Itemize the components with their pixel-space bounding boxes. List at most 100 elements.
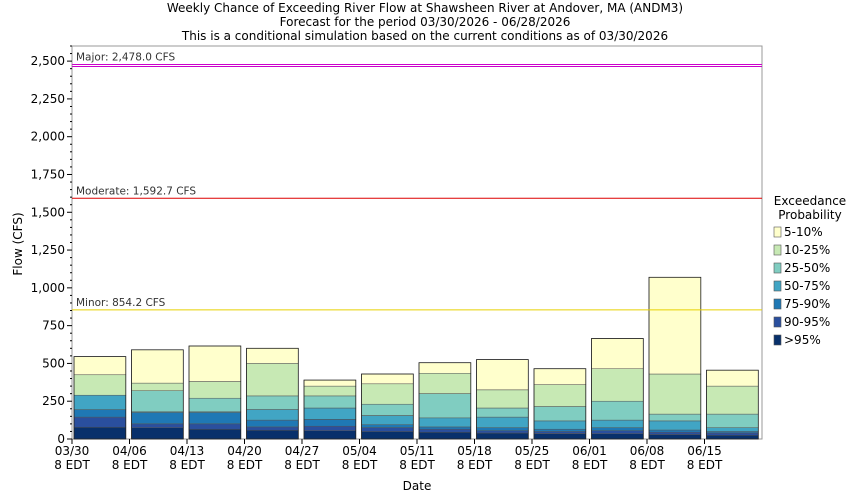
x-tick-sublabel: 8 EDT <box>112 458 148 472</box>
plot-area <box>71 45 763 440</box>
bar-segment <box>533 406 587 422</box>
bar-segment <box>303 419 357 427</box>
bar-segment <box>188 412 242 425</box>
bar-segment <box>361 373 414 385</box>
bar-segment <box>361 403 414 416</box>
bar-outline <box>361 373 414 440</box>
bar-segment <box>246 426 299 431</box>
y-tick-label: 2,250 <box>31 92 65 106</box>
bar-segment <box>533 420 587 430</box>
bar-segment <box>303 407 357 420</box>
y-tick-label: 1,000 <box>31 281 65 295</box>
legend-swatch <box>773 298 782 310</box>
legend-label: 5-10% <box>784 225 823 239</box>
bar-segment <box>73 426 127 440</box>
bar-segment <box>706 413 759 428</box>
bar-segment <box>188 381 242 399</box>
bar-segment <box>648 434 702 440</box>
bar-segment <box>246 429 299 440</box>
x-tick-sublabel: 8 EDT <box>687 458 723 472</box>
legend-label: 90-95% <box>784 315 830 329</box>
x-tick-sublabel: 8 EDT <box>342 458 378 472</box>
bar-segment <box>418 428 472 433</box>
bar-segment <box>131 349 184 384</box>
bar-segment <box>361 431 414 440</box>
bar-segment <box>188 428 242 440</box>
y-tick-label: 500 <box>42 356 65 370</box>
x-axis-title: Date <box>403 479 432 493</box>
bar-segment <box>246 419 299 428</box>
x-tick-label: 04/27 <box>285 444 320 458</box>
bar-segment <box>706 385 759 415</box>
legend-label: 25-50% <box>784 261 830 275</box>
x-tick-label: 06/01 <box>572 444 607 458</box>
bar-outline <box>706 369 759 440</box>
y-tick-label: 0 <box>57 432 65 446</box>
threshold-label: Major: 2,478.0 CFS <box>76 51 175 63</box>
y-axis-title: Flow (CFS) <box>11 212 25 275</box>
legend-title-line-1: Exceedance <box>774 194 846 208</box>
chart-title: Weekly Chance of Exceeding River Flow at… <box>167 1 683 15</box>
y-tick-label: 1,500 <box>31 205 65 219</box>
bar-segment <box>591 400 644 421</box>
bar-segment <box>73 356 127 375</box>
bar-segment <box>188 423 242 430</box>
legend-swatch <box>773 226 782 238</box>
bar-outline <box>476 359 529 440</box>
y-tick-label: 250 <box>42 394 65 408</box>
threshold-lines: Major: 2,478.0 CFS Moderate: 1,592.7 CFS M… <box>72 51 762 311</box>
bar-segment <box>706 427 759 432</box>
bar-segment <box>418 426 472 430</box>
threshold-label: Moderate: 1,592.7 CFS <box>76 185 196 197</box>
x-tick-sublabel: 8 EDT <box>284 458 320 472</box>
legend-swatch <box>773 244 782 256</box>
bar-segment <box>648 373 702 415</box>
bar-segment <box>706 432 759 436</box>
bar-segment <box>418 431 472 440</box>
bar-segment <box>361 415 414 425</box>
bar-segment <box>188 345 242 382</box>
x-tick-label: 05/25 <box>515 444 550 458</box>
bar-segment <box>476 430 529 434</box>
x-tick-sublabel: 8 EDT <box>54 458 90 472</box>
x-tick-label: 05/11 <box>400 444 435 458</box>
bar-outline <box>246 347 299 440</box>
legend-swatch <box>773 334 782 346</box>
bar-outline <box>303 379 357 440</box>
x-tick-sublabel: 8 EDT <box>572 458 608 472</box>
x-tick-label: 03/30 <box>55 444 90 458</box>
bar-segment <box>533 428 587 432</box>
bar-segment <box>418 362 472 374</box>
bar-segment <box>476 359 529 391</box>
bar-segment <box>706 434 759 440</box>
legend-label: 50-75% <box>784 279 830 293</box>
bar-segment <box>706 369 759 387</box>
bar-segment <box>533 368 587 385</box>
bar-segment <box>476 389 529 409</box>
bar-segment <box>418 372 472 394</box>
bar-segment <box>476 416 529 428</box>
x-tick-sublabel: 8 EDT <box>629 458 665 472</box>
bar-segment <box>361 383 414 405</box>
x-tick-label: 04/13 <box>170 444 205 458</box>
x-tick-sublabel: 8 EDT <box>457 458 493 472</box>
x-tick-label: 06/15 <box>687 444 722 458</box>
bar-segment <box>246 363 299 397</box>
bar-outline <box>73 356 127 440</box>
legend-swatch <box>773 316 782 328</box>
legend: Exceedance Probability 5-10% 10-25% 25-50%… <box>773 194 846 347</box>
x-tick-label: 04/20 <box>227 444 262 458</box>
bar-segment <box>131 423 184 428</box>
x-tick-sublabel: 8 EDT <box>227 458 263 472</box>
y-tick-label: 1,250 <box>31 243 65 257</box>
x-tick-label: 05/04 <box>342 444 377 458</box>
bar-outline <box>188 345 242 440</box>
bar-outline <box>533 368 587 440</box>
bar-segment <box>591 368 644 402</box>
bar-segment <box>73 374 127 396</box>
bar-outline <box>418 362 472 440</box>
bar-segment <box>648 431 702 435</box>
bar-segment <box>131 427 184 440</box>
